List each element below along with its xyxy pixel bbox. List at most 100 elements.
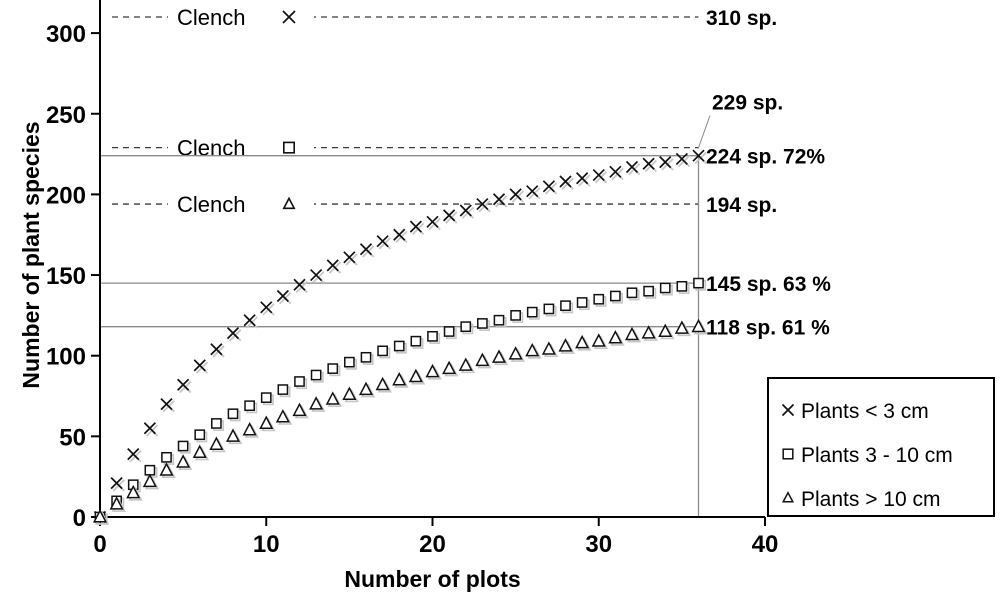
data-point [309,396,324,410]
legend-marker-triangle-icon [781,491,795,503]
leader-line [698,115,711,148]
data-point [559,175,572,188]
data-point [691,318,706,333]
data-point [177,440,189,452]
data-point [659,282,671,294]
data-point [425,363,440,378]
data-point [543,303,555,315]
data-point [244,400,255,412]
data-point [293,278,306,291]
data-point [110,477,123,490]
y-tick-label: 0 [73,505,86,532]
legend: Plants < 3 cm Plants 3 - 10 cm Plants > 10… [767,377,995,517]
data-point [310,369,322,381]
clench-label: Clench [177,5,245,30]
data-point [643,285,654,297]
data-point [508,346,523,360]
clench-value-label: 229 sp. [712,92,783,115]
data-point [576,172,589,185]
data-point [675,152,688,166]
data-point [344,356,355,368]
observed-value-label: 118 sp. 61 % [706,317,830,340]
data-point [443,209,456,222]
data-point [410,335,422,347]
data-point [277,384,289,395]
data-point [159,462,174,476]
data-point [426,215,439,228]
x-tick-label: 0 [93,531,106,558]
right-labels: 310 sp. 224 sp. 72% 229 sp. 145 sp. 63 % 194… [698,7,831,340]
data-point [526,185,539,198]
data-point [560,300,571,312]
data-point [542,180,555,193]
data-point [626,287,638,299]
clench-marker-cross-icon [282,10,296,24]
data-point [525,342,540,357]
y-tick-label: 250 [46,102,86,129]
observed-value-label: 145 sp. 63 % [706,273,831,296]
data-point [225,428,241,442]
y-tick-label: 100 [46,344,86,371]
data-point [176,454,191,468]
data-point [393,340,405,352]
clench-label: Clench [177,192,245,217]
data-point [126,484,141,499]
data-point [342,386,357,400]
data-point [541,341,556,355]
clench-marker-square-icon [282,141,295,154]
data-point [460,321,472,333]
x-tick-label: 10 [253,531,280,558]
data-point [676,280,688,292]
data-point [327,363,339,374]
data-point [674,320,689,334]
data-point [109,496,124,510]
data-point [360,351,372,363]
data-point [491,349,507,363]
clench-marker-triangle-icon [282,196,296,210]
data-point [375,376,390,391]
data-point [692,149,705,162]
data-point [243,314,256,327]
data-point [226,327,240,340]
data-point [294,376,305,387]
data-point [275,409,290,423]
data-point [209,436,224,450]
legend-marker-cross-icon [781,403,795,417]
legend-label: Plants < 3 cm [801,400,929,423]
legend-item: Plants > 10 cm [781,488,940,511]
data-point [143,422,156,435]
y-tick-label: 300 [46,21,86,48]
x-tick-label: 30 [585,531,612,558]
data-point [260,392,272,403]
data-point [142,473,157,488]
data-point [510,310,521,321]
legend-marker-square-icon [782,448,794,460]
clench-lines: Clench Clench Clench [112,2,699,219]
data-point [476,197,489,211]
data-point [343,251,356,264]
data-point [409,220,422,233]
data-point [693,277,704,289]
series-triangle [92,318,708,525]
data-point [492,193,506,206]
data-point [259,415,274,429]
data-point [377,345,388,357]
data-point [459,204,472,217]
data-point [475,352,490,367]
data-point [292,402,307,417]
data-point [443,326,455,337]
data-point [593,293,605,305]
data-point [609,165,622,178]
data-point [493,314,505,326]
data-point [227,408,239,420]
data-point [526,306,538,318]
data-point [658,323,673,338]
data-point [193,359,206,372]
data-point [210,343,223,356]
data-point [325,391,340,405]
data-point [393,228,406,241]
data-point [509,188,522,201]
data-point [326,259,339,272]
data-point [177,378,190,391]
y-tick-label: 200 [46,182,86,209]
